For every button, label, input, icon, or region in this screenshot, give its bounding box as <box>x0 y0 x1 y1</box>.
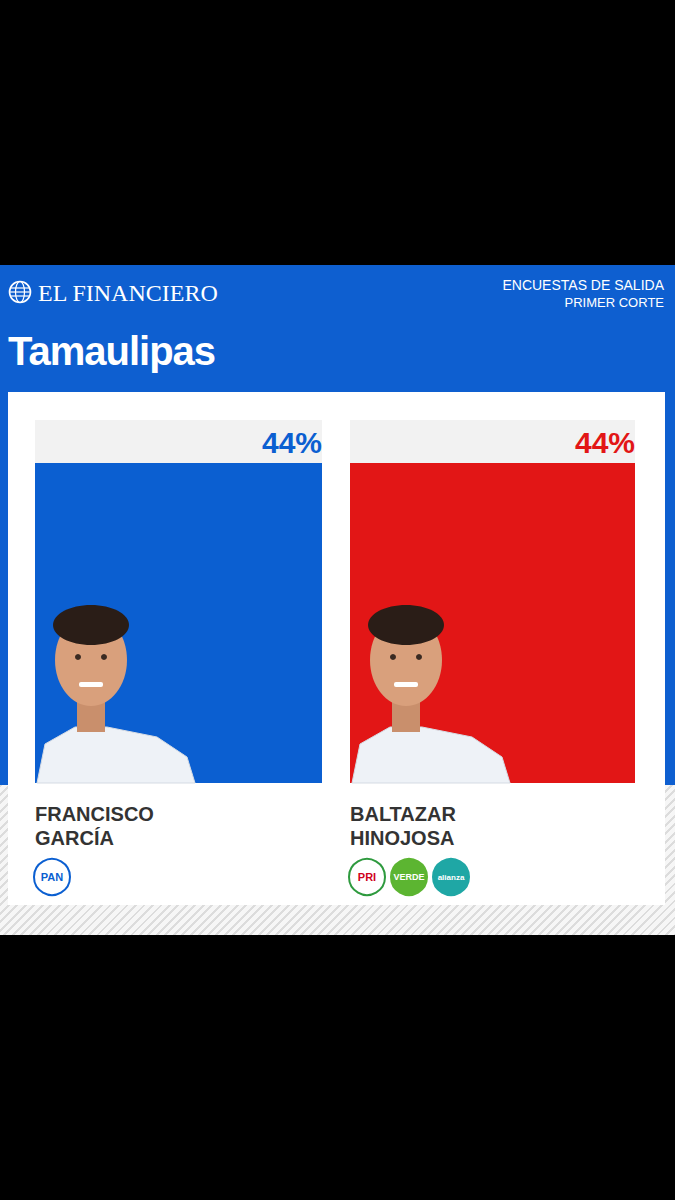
svg-text:alianza: alianza <box>438 873 465 882</box>
svg-text:GARCÍA: GARCÍA <box>35 827 114 849</box>
svg-text:FRANCISCO: FRANCISCO <box>35 803 154 825</box>
html-text:PRIMER CORTE: PRIMER CORTE <box>564 295 664 310</box>
svg-text:44%: 44% <box>575 426 635 459</box>
html-text:Tamaulipas: Tamaulipas <box>8 329 216 373</box>
svg-text:HINOJOSA: HINOJOSA <box>350 827 454 849</box>
svg-text:VERDE: VERDE <box>393 872 424 882</box>
svg-text:PAN: PAN <box>41 871 63 883</box>
svg-text:PRI: PRI <box>358 871 376 883</box>
svg-text:44%: 44% <box>262 426 322 459</box>
html-text:ENCUESTAS DE SALIDA: ENCUESTAS DE SALIDA <box>502 277 664 293</box>
html-text:EL FINANCIERO: EL FINANCIERO <box>38 280 218 306</box>
svg-text:BALTAZAR: BALTAZAR <box>350 803 456 825</box>
